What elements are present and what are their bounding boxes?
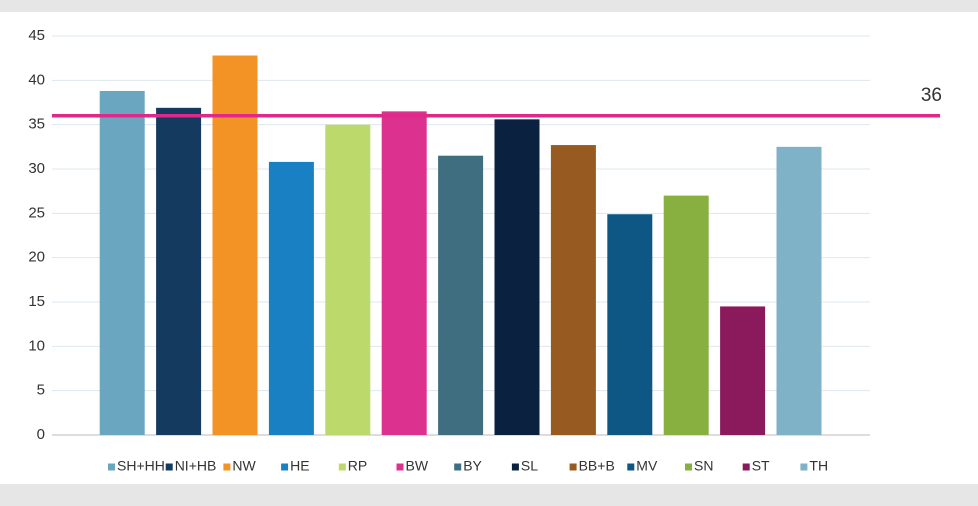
legend-label: BW <box>406 458 429 474</box>
legend-marker <box>108 463 115 471</box>
y-tick-label: 0 <box>37 426 45 443</box>
bar <box>663 195 709 435</box>
bar <box>550 145 596 435</box>
bar <box>156 107 202 435</box>
legend-label: HE <box>290 458 309 474</box>
y-tick-label: 35 <box>28 116 45 133</box>
legend-marker <box>281 463 289 471</box>
legend-label: MV <box>636 458 658 474</box>
legend-marker <box>742 463 750 471</box>
bar <box>607 214 653 435</box>
y-tick-label: 25 <box>28 204 45 221</box>
bar <box>212 55 258 436</box>
bar <box>381 111 427 435</box>
bar <box>438 155 484 435</box>
legend-label: SL <box>521 458 538 474</box>
bar <box>720 306 766 435</box>
legend-label: NW <box>232 458 256 474</box>
bar <box>268 161 314 435</box>
legend-marker <box>338 463 346 471</box>
bar <box>99 90 145 436</box>
legend-marker <box>511 463 519 471</box>
legend-label: ST <box>752 458 770 474</box>
y-tick-label: 10 <box>28 337 45 354</box>
legend-marker <box>165 463 173 471</box>
legend-label: SH+HH <box>117 458 165 474</box>
legend-marker <box>569 463 577 471</box>
y-tick-label: 30 <box>28 160 45 177</box>
bar <box>776 146 822 436</box>
y-tick-label: 15 <box>28 293 45 310</box>
legend-label: BB+B <box>579 458 615 474</box>
y-tick-label: 40 <box>28 71 45 88</box>
legend-marker <box>396 463 404 471</box>
legend-label: RP <box>348 458 367 474</box>
reference-label: 36 <box>921 85 942 106</box>
legend-marker <box>454 463 462 471</box>
legend-marker <box>627 463 635 471</box>
bar <box>494 119 540 435</box>
legend-marker <box>800 463 808 471</box>
y-tick-label: 45 <box>28 27 45 44</box>
legend-label: BY <box>463 458 482 474</box>
legend-label: SN <box>694 458 713 474</box>
legend-label: TH <box>809 458 828 474</box>
legend-marker <box>685 463 692 471</box>
legend-marker <box>223 463 231 471</box>
y-tick-label: 20 <box>28 249 45 266</box>
panel <box>0 12 978 484</box>
legend-label: NI+HB <box>175 458 217 474</box>
y-tick-label: 5 <box>37 382 45 399</box>
bar <box>325 124 371 436</box>
